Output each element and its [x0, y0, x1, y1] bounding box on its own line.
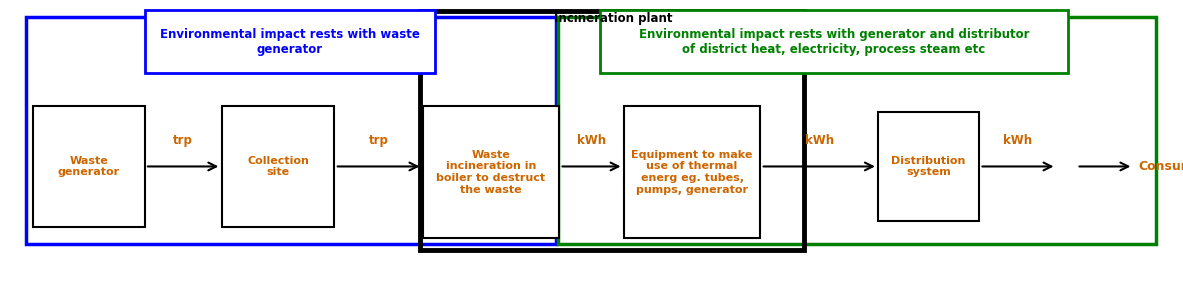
Bar: [558, 17, 1156, 244]
Text: Consumer: Consumer: [1138, 160, 1183, 173]
Text: trp: trp: [173, 134, 193, 147]
Text: Waste
incineration in
boiler to destruct
the waste: Waste incineration in boiler to destruct…: [437, 150, 545, 195]
Bar: [600, 10, 1067, 73]
Bar: [420, 11, 804, 250]
Text: kWh: kWh: [1003, 134, 1033, 147]
Text: Environmental impact rests with generator and distributor
of district heat, elec: Environmental impact rests with generato…: [639, 28, 1029, 56]
Bar: [144, 10, 434, 73]
Text: trp: trp: [369, 134, 388, 147]
Bar: [222, 106, 334, 227]
Bar: [26, 17, 556, 244]
Text: kWh: kWh: [804, 134, 834, 147]
Text: Collection
site: Collection site: [247, 156, 309, 177]
Text: Environmental impact rests with waste
generator: Environmental impact rests with waste ge…: [160, 28, 420, 56]
Bar: [32, 106, 146, 227]
Text: Waste
generator: Waste generator: [58, 156, 119, 177]
Text: Incineration plant: Incineration plant: [554, 12, 672, 25]
Text: kWh: kWh: [577, 134, 606, 147]
Bar: [878, 112, 978, 221]
Bar: [623, 106, 759, 238]
Bar: [422, 106, 558, 238]
Text: Distribution
system: Distribution system: [892, 156, 965, 177]
Text: Equipment to make
use of thermal
energ eg. tubes,
pumps, generator: Equipment to make use of thermal energ e…: [632, 150, 752, 195]
